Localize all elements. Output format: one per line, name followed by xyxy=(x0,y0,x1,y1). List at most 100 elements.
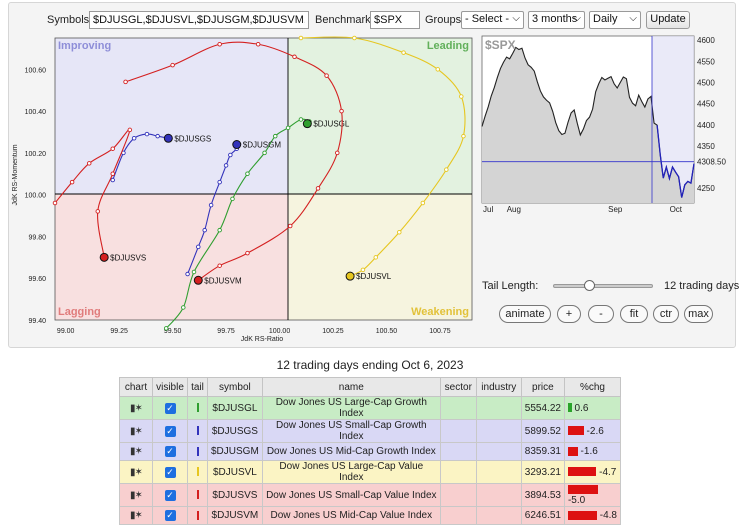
y-axis-label: JdK RS-Momentum xyxy=(12,144,19,205)
chart-cell[interactable]: ▮✶ xyxy=(119,483,153,507)
head-point-djusvm[interactable] xyxy=(193,275,203,285)
table-row[interactable]: ▮✶ ✓ $DJUSVL Dow Jones US Large-Cap Value I… xyxy=(119,460,622,484)
sector-cell xyxy=(439,419,477,443)
head-point-djusvl[interactable] xyxy=(345,271,355,281)
price-y-tick-label: 4250 xyxy=(697,184,715,193)
col-header-visible[interactable]: visible xyxy=(152,377,188,397)
tail-cell xyxy=(187,396,208,420)
period-select[interactable]: 3 months ⌵ xyxy=(528,11,585,29)
visible-checkbox[interactable]: ✓ xyxy=(164,489,176,501)
symbol-cell[interactable]: $DJUSVL xyxy=(207,460,263,484)
center-button[interactable]: ctr xyxy=(653,305,679,323)
price-cell: 5554.22 xyxy=(520,396,565,420)
tail-cell xyxy=(187,483,208,507)
chart-icon[interactable]: ▮✶ xyxy=(130,510,143,521)
chart-cell[interactable]: ▮✶ xyxy=(119,396,153,420)
symbol-cell[interactable]: $DJUSVS xyxy=(207,483,263,507)
tail-length-label: Tail Length: xyxy=(482,280,539,292)
tail-point xyxy=(435,67,441,72)
chart-icon[interactable]: ▮✶ xyxy=(130,446,143,457)
quadrant-improving xyxy=(55,38,288,194)
period-caption: 12 trading days ending Oct 6, 2023 xyxy=(276,358,464,372)
pct-change-value: -4.8 xyxy=(599,510,617,521)
visible-cell[interactable]: ✓ xyxy=(152,460,188,484)
visible-checkbox[interactable]: ✓ xyxy=(164,466,176,478)
chart-cell[interactable]: ▮✶ xyxy=(119,442,153,461)
fit-button[interactable]: fit xyxy=(620,305,648,323)
frequency-select[interactable]: Daily ⌵ xyxy=(589,11,641,29)
col-header-sector[interactable]: sector xyxy=(439,377,477,397)
tail-length-slider[interactable] xyxy=(553,280,653,291)
y-tick-label: 100.20 xyxy=(25,151,47,158)
chart-icon[interactable]: ▮✶ xyxy=(130,466,143,478)
table-row[interactable]: ▮✶ ✓ $DJUSVM Dow Jones US Mid-Cap Value Ind… xyxy=(119,506,622,525)
chart-cell[interactable]: ▮✶ xyxy=(119,506,153,525)
y-tick-label: 100.40 xyxy=(25,109,47,116)
col-header-industry[interactable]: industry xyxy=(475,377,522,397)
col-header-price[interactable]: price xyxy=(520,377,565,397)
visible-cell[interactable]: ✓ xyxy=(152,483,188,507)
tail-point xyxy=(144,131,150,137)
visible-checkbox[interactable]: ✓ xyxy=(164,425,176,437)
update-button[interactable]: Update xyxy=(646,11,690,29)
tail-color-swatch xyxy=(196,426,199,436)
table-row[interactable]: ▮✶ ✓ $DJUSGM Dow Jones US Mid-Cap Growth In… xyxy=(119,442,622,461)
industry-cell xyxy=(475,506,522,525)
tail-point xyxy=(110,171,115,177)
pct-change-bar xyxy=(567,484,598,494)
table-row[interactable]: ▮✶ ✓ $DJUSGL Dow Jones US Large-Cap Growth … xyxy=(119,396,622,420)
tail-point xyxy=(298,35,304,41)
chart-icon[interactable]: ▮✶ xyxy=(130,425,143,437)
chart-icon[interactable]: ▮✶ xyxy=(130,402,143,414)
head-point-djusgl[interactable] xyxy=(302,119,312,129)
head-point-djusgm[interactable] xyxy=(232,140,242,150)
industry-cell xyxy=(475,483,522,507)
groups-select[interactable]: - Select - ⌵ xyxy=(461,11,524,29)
benchmark-input[interactable] xyxy=(370,11,420,29)
x-tick-label: 99.50 xyxy=(164,328,182,335)
tail-point xyxy=(352,35,357,41)
visible-checkbox[interactable]: ✓ xyxy=(164,446,176,457)
visible-checkbox[interactable]: ✓ xyxy=(164,402,176,414)
head-point-djusvs[interactable] xyxy=(99,252,109,262)
pct-change-value: -5.0 xyxy=(567,495,586,506)
col-header-pct-change[interactable]: %chg xyxy=(563,377,622,397)
tail-point xyxy=(273,133,278,139)
price-x-tick-label: Oct xyxy=(670,205,683,214)
chart-icon[interactable]: ▮✶ xyxy=(130,489,143,501)
head-point-djusgs[interactable] xyxy=(163,133,173,143)
col-header-tail[interactable]: tail xyxy=(187,377,208,397)
col-header-symbol[interactable]: symbol xyxy=(207,377,263,397)
symbol-cell[interactable]: $DJUSGM xyxy=(207,442,263,461)
symbol-cell[interactable]: $DJUSGS xyxy=(207,419,263,443)
visible-checkbox[interactable]: ✓ xyxy=(164,510,176,521)
chart-cell[interactable]: ▮✶ xyxy=(119,460,153,484)
table-row[interactable]: ▮✶ ✓ $DJUSGS Dow Jones US Small-Cap Growth … xyxy=(119,419,622,443)
price-y-tick-label: 4600 xyxy=(697,36,715,45)
table-row[interactable]: ▮✶ ✓ $DJUSVS Dow Jones US Small-Cap Value I… xyxy=(119,483,622,507)
price-cell: 3894.53 xyxy=(520,483,565,507)
benchmark-label: Benchmark: xyxy=(315,14,374,26)
visible-cell[interactable]: ✓ xyxy=(152,442,188,461)
col-header-chart[interactable]: chart xyxy=(119,377,153,397)
zoom-out-button[interactable]: - xyxy=(588,305,614,323)
chart-cell[interactable]: ▮✶ xyxy=(119,419,153,443)
tail-point xyxy=(127,127,133,133)
visible-cell[interactable]: ✓ xyxy=(152,419,188,443)
symbol-cell[interactable]: $DJUSVM xyxy=(207,506,263,525)
visible-cell[interactable]: ✓ xyxy=(152,506,188,525)
sector-cell xyxy=(439,460,477,484)
max-button[interactable]: max xyxy=(684,305,713,323)
tail-point xyxy=(155,133,160,139)
slider-handle[interactable] xyxy=(584,280,595,291)
symbol-cell[interactable]: $DJUSGL xyxy=(207,396,263,420)
tail-point xyxy=(245,250,250,256)
tail-point xyxy=(170,62,175,68)
price-cell: 6246.51 xyxy=(520,506,565,525)
animate-button[interactable]: animate xyxy=(499,305,551,323)
period-select-value: 3 months xyxy=(532,13,578,25)
zoom-in-button[interactable]: + xyxy=(557,305,581,323)
symbols-input[interactable] xyxy=(89,11,309,29)
visible-cell[interactable]: ✓ xyxy=(152,396,188,420)
col-header-name[interactable]: name xyxy=(261,377,441,397)
